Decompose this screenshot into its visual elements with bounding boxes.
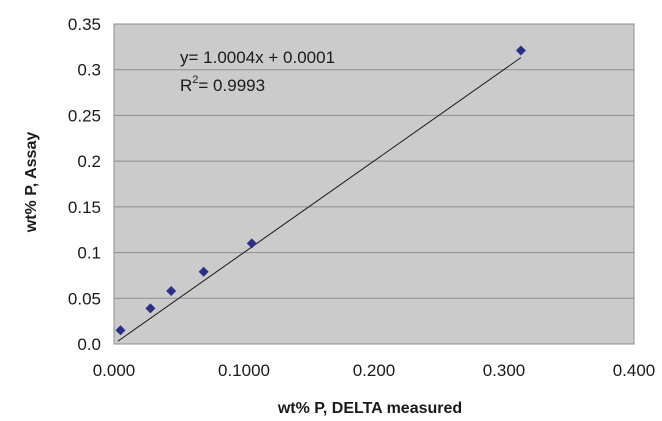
y-tick-label: 0.05: [68, 289, 101, 308]
data-point: [166, 285, 177, 296]
r-squared-prefix: R: [180, 76, 192, 95]
y-axis-title: wt% P, Assay: [23, 132, 40, 234]
x-tick-label: 0.1000: [218, 361, 270, 380]
y-axis-tick-labels: 0.0 0.05 0.1 0.15 0.2 0.25 0.3 0.35: [68, 15, 101, 354]
r-squared-label: R2= 0.9993: [180, 74, 265, 95]
y-tick-label: 0.25: [68, 106, 101, 125]
x-axis-title: wt% P, DELTA measured: [277, 400, 462, 417]
data-point: [246, 238, 257, 249]
x-axis-tick-labels: 0.000 0.1000 0.200 0.300 0.400: [93, 361, 656, 380]
x-tick-label: 0.300: [483, 361, 526, 380]
data-point: [115, 325, 126, 336]
y-tick-label: 0.15: [68, 198, 101, 217]
x-tick-label: 0.400: [613, 361, 656, 380]
y-tick-label: 0.0: [77, 335, 101, 354]
plot-area: [113, 23, 635, 345]
y-tick-label: 0.1: [77, 244, 101, 263]
data-point: [198, 266, 209, 277]
r-squared-value: = 0.9993: [198, 76, 265, 95]
equation-label: y= 1.0004x + 0.0001: [180, 48, 335, 67]
y-tick-label: 0.35: [68, 15, 101, 34]
data-point: [145, 303, 156, 314]
data-point: [515, 45, 526, 56]
x-tick-label: 0.200: [353, 361, 396, 380]
y-tick-label: 0.2: [77, 152, 101, 171]
y-tick-label: 0.3: [77, 61, 101, 80]
data-points: [115, 45, 526, 336]
x-tick-label: 0.000: [93, 361, 136, 380]
r-squared-superscript: 2: [192, 74, 198, 86]
trendline: [117, 57, 522, 342]
